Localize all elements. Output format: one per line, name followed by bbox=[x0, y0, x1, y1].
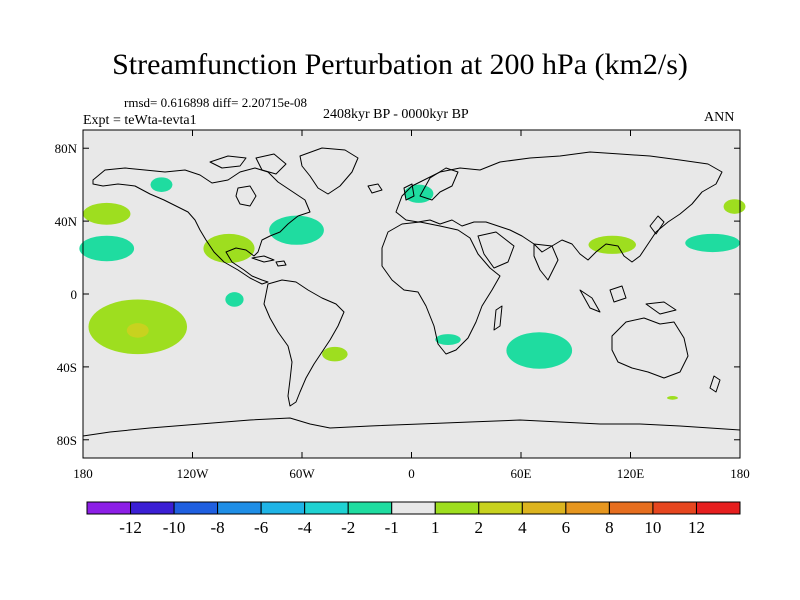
anomaly-region-10 bbox=[435, 334, 461, 346]
x-tick-label-1: 120W bbox=[177, 466, 210, 481]
coastline-eurasia bbox=[395, 151, 723, 263]
colorbar-label-2: -8 bbox=[211, 518, 225, 537]
coastline-madagascar bbox=[493, 305, 503, 331]
map-background bbox=[83, 130, 740, 458]
anomaly-region-3 bbox=[203, 233, 255, 264]
x-tick-label-0: 180 bbox=[73, 466, 93, 481]
anomaly-region-13 bbox=[685, 233, 740, 253]
x-tick-label-4: 60E bbox=[511, 466, 532, 481]
colorbar: -12 -10 -8 -6 -4 -2 -1 1 2 4 6 8 10 12 bbox=[86, 501, 741, 537]
coastline-south-america bbox=[263, 279, 345, 407]
colorbar-label-11: 8 bbox=[605, 518, 614, 537]
coastline-new-guinea bbox=[645, 301, 677, 315]
coastline-arctic-islands bbox=[209, 155, 247, 169]
colorbar-box-14 bbox=[695, 501, 741, 515]
period-label: 2408kyr BP - 0000kyr BP bbox=[323, 107, 469, 122]
coastline-new-zealand bbox=[709, 375, 721, 393]
coastline-cuba bbox=[251, 255, 275, 263]
x-tick-label-5: 120E bbox=[617, 466, 645, 481]
coastline-japan bbox=[649, 215, 665, 235]
coastline-africa bbox=[381, 221, 501, 355]
colorbar-label-1: -10 bbox=[163, 518, 186, 537]
y-tick-label-1: 40N bbox=[55, 214, 78, 229]
coastline-hudson-bay bbox=[235, 185, 257, 207]
colorbar-label-4: -4 bbox=[298, 518, 313, 537]
colorbar-label-5: -2 bbox=[341, 518, 355, 537]
y-tick-label-0: 80N bbox=[55, 141, 78, 156]
coastline-australia bbox=[611, 317, 689, 379]
y-tick-label-3: 40S bbox=[57, 360, 77, 375]
x-tick-label-3: 0 bbox=[408, 466, 415, 481]
colorbar-box-13 bbox=[652, 501, 697, 515]
y-axis-ticks: 80N 40N 0 40S 80S bbox=[55, 141, 740, 448]
colorbar-label-3: -6 bbox=[254, 518, 268, 537]
anomaly-region-11 bbox=[506, 332, 573, 369]
coastline-britain bbox=[403, 183, 415, 201]
colorbar-box-4 bbox=[260, 501, 306, 515]
anomaly-region-2 bbox=[150, 177, 173, 192]
colorbar-box-5 bbox=[304, 501, 349, 515]
anomaly-region-15 bbox=[667, 396, 678, 400]
colorbar-label-6: -1 bbox=[385, 518, 399, 537]
anomaly-region-6 bbox=[225, 292, 244, 307]
anomaly-region-5 bbox=[404, 184, 434, 203]
colorbar-box-0 bbox=[86, 501, 132, 515]
colorbar-box-1 bbox=[130, 501, 175, 515]
colorbar-label-0: -12 bbox=[119, 518, 142, 537]
coastline-borneo bbox=[609, 285, 627, 303]
colorbar-box-12 bbox=[608, 501, 654, 515]
coastline-north-america bbox=[92, 167, 311, 285]
colorbar-box-9 bbox=[478, 501, 523, 515]
x-axis-ticks: 180 120W 60W 0 60E 120E 180 bbox=[73, 130, 750, 481]
colorbar-box-10 bbox=[521, 501, 567, 515]
colorbar-box-11 bbox=[565, 501, 610, 515]
colorbar-box-6 bbox=[347, 501, 393, 515]
colorbar-box-7 bbox=[391, 501, 436, 515]
coastline-hispaniola bbox=[275, 260, 287, 267]
y-tick-label-2: 0 bbox=[71, 287, 78, 302]
x-tick-label-2: 60W bbox=[289, 466, 315, 481]
colorbar-label-13: 12 bbox=[688, 518, 705, 537]
map-plot-area: 180 120W 60W 0 60E 120E 180 80N 40N 0 40S 80S bbox=[55, 129, 750, 481]
colorbar-label-7: 1 bbox=[431, 518, 440, 537]
colorbar-label-9: 4 bbox=[518, 518, 527, 537]
anomaly-region-4 bbox=[269, 215, 324, 245]
coastline-antarctica bbox=[82, 417, 741, 437]
coastline-baffin bbox=[255, 153, 287, 175]
coastline-arabia bbox=[477, 231, 515, 269]
colorbar-box-8 bbox=[434, 501, 480, 515]
anomaly-region-14 bbox=[723, 199, 746, 214]
anomaly-regions bbox=[79, 177, 746, 400]
coastline-scandinavia bbox=[419, 167, 459, 201]
anomaly-region-1 bbox=[79, 235, 135, 262]
coastlines bbox=[82, 147, 741, 437]
chart-title: Streamfunction Perturbation at 200 hPa (… bbox=[112, 48, 688, 81]
anomaly-region-0 bbox=[83, 202, 131, 225]
colorbar-label-10: 6 bbox=[562, 518, 571, 537]
colorbar-label-8: 2 bbox=[475, 518, 484, 537]
season-label: ANN bbox=[704, 110, 735, 125]
anomaly-region-8 bbox=[126, 323, 149, 338]
x-tick-label-6: 180 bbox=[730, 466, 750, 481]
coastline-india bbox=[533, 243, 559, 281]
y-tick-label-4: 80S bbox=[57, 433, 77, 448]
coastline-greenland bbox=[299, 147, 359, 195]
colorbar-box-3 bbox=[217, 501, 262, 515]
anomaly-region-9 bbox=[322, 346, 348, 362]
coastline-sumatra bbox=[579, 289, 601, 313]
coastline-iceland bbox=[367, 183, 383, 194]
experiment-label: Expt = teWta-tevta1 bbox=[83, 113, 197, 128]
colorbar-label-12: 10 bbox=[644, 518, 661, 537]
stats-label: rmsd= 0.616898 diff= 2.20715e-08 bbox=[124, 95, 308, 110]
colorbar-box-2 bbox=[173, 501, 219, 515]
